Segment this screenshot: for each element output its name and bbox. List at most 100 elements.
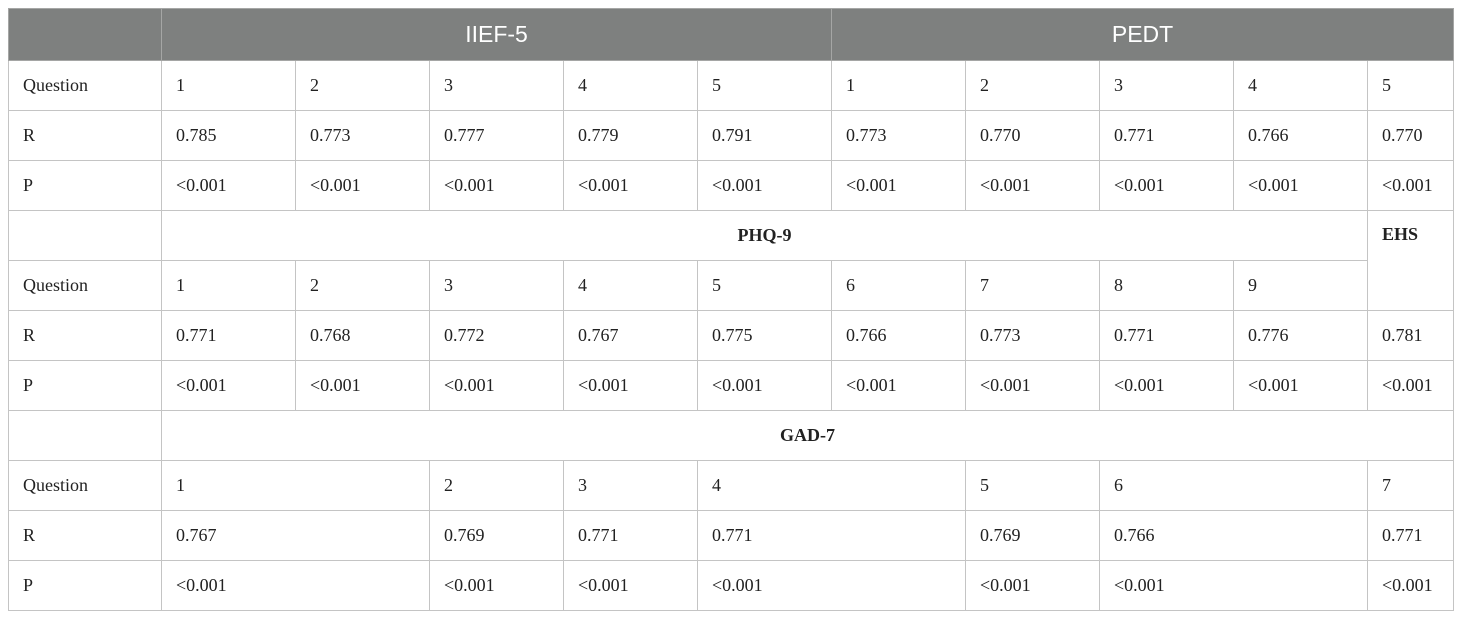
table-row: R 0.771 0.768 0.772 0.767 0.775 0.766 0.… <box>8 310 1455 361</box>
header-pedt: PEDT <box>831 8 1455 61</box>
section-title-phq9: PHQ-9 <box>160 210 1369 261</box>
p-value-cell: <0.001 <box>1099 360 1235 411</box>
row-label-question: Question <box>8 260 162 311</box>
table-header-row: IIEF-5 PEDT <box>8 8 1455 61</box>
r-value-cell: 0.791 <box>696 110 833 161</box>
header-blank-cell <box>8 8 162 61</box>
table-row: Question 1 2 3 4 5 1 2 3 4 5 <box>8 60 1455 111</box>
p-value-cell: <0.001 <box>429 360 564 411</box>
p-value-cell: <0.001 <box>161 160 296 211</box>
question-cell: 4 <box>1233 60 1369 111</box>
r-value-cell: 0.771 <box>1367 510 1455 561</box>
question-cell: 9 <box>1233 260 1369 311</box>
p-value-cell: <0.001 <box>295 160 430 211</box>
table-row: Question 1 2 3 4 5 6 7 8 9 <box>8 260 1454 311</box>
question-cell: 3 <box>429 60 564 111</box>
question-cell: 2 <box>965 60 1101 111</box>
question-cell: 5 <box>1367 60 1455 111</box>
r-value-cell: 0.777 <box>429 110 564 161</box>
question-cell: 2 <box>429 460 564 511</box>
r-value-cell: 0.776 <box>1233 310 1369 361</box>
question-cell: 4 <box>563 60 698 111</box>
question-cell: 6 <box>1099 460 1369 511</box>
r-value-cell: 0.771 <box>1099 110 1235 161</box>
r-value-cell: 0.767 <box>161 510 430 561</box>
p-value-cell: <0.001 <box>161 360 296 411</box>
r-value-cell: 0.767 <box>563 310 698 361</box>
question-cell: 4 <box>696 460 967 511</box>
r-value-cell: 0.771 <box>696 510 967 561</box>
blank-cell <box>8 210 162 261</box>
r-value-cell: 0.771 <box>1099 310 1235 361</box>
r-value-cell: 0.770 <box>1367 110 1455 161</box>
r-value-cell: 0.775 <box>696 310 833 361</box>
question-cell: 1 <box>831 60 967 111</box>
p-value-cell: <0.001 <box>696 160 833 211</box>
table-row: P <0.001 <0.001 <0.001 <0.001 <0.001 <0.… <box>8 560 1455 611</box>
section-title-ehs: EHS <box>1367 210 1455 311</box>
p-value-cell: <0.001 <box>831 160 967 211</box>
question-cell: 8 <box>1099 260 1235 311</box>
header-iief5: IIEF-5 <box>160 8 833 61</box>
table-row: R 0.785 0.773 0.777 0.779 0.791 0.773 0.… <box>8 110 1455 161</box>
p-value-cell: <0.001 <box>295 360 430 411</box>
r-value-cell: 0.770 <box>965 110 1101 161</box>
p-value-cell: <0.001 <box>965 560 1101 611</box>
r-value-cell: 0.771 <box>563 510 698 561</box>
question-cell: 1 <box>161 60 296 111</box>
p-value-cell: <0.001 <box>965 160 1101 211</box>
question-cell: 2 <box>295 60 430 111</box>
r-value-cell: 0.779 <box>563 110 698 161</box>
question-cell: 6 <box>831 260 967 311</box>
p-value-cell: <0.001 <box>696 560 967 611</box>
table-row: Question 1 2 3 4 5 6 7 <box>8 460 1455 511</box>
table-row: GAD-7 <box>8 410 1455 461</box>
question-cell: 7 <box>1367 460 1455 511</box>
p-value-cell: <0.001 <box>965 360 1101 411</box>
r-value-cell: 0.768 <box>295 310 430 361</box>
row-label-r: R <box>8 510 162 561</box>
p-value-cell: <0.001 <box>1099 160 1235 211</box>
question-cell: 3 <box>429 260 564 311</box>
question-cell: 1 <box>161 260 296 311</box>
r-value-cell: 0.773 <box>831 110 967 161</box>
table-row: P <0.001 <0.001 <0.001 <0.001 <0.001 <0.… <box>8 160 1455 211</box>
row-label-p: P <box>8 560 162 611</box>
row-label-r: R <box>8 310 162 361</box>
p-value-cell: <0.001 <box>563 360 698 411</box>
row-label-question: Question <box>8 460 162 511</box>
question-cell: 1 <box>161 460 430 511</box>
table-row: R 0.767 0.769 0.771 0.771 0.769 0.766 0.… <box>8 510 1455 561</box>
p-value-cell: <0.001 <box>1233 160 1369 211</box>
r-value-cell: 0.771 <box>161 310 296 361</box>
question-cell: 3 <box>1099 60 1235 111</box>
question-cell: 3 <box>563 460 698 511</box>
r-value-cell: 0.769 <box>965 510 1101 561</box>
p-value-cell: <0.001 <box>429 160 564 211</box>
p-value-cell: <0.001 <box>1233 360 1369 411</box>
r-value-cell: 0.772 <box>429 310 564 361</box>
p-value-cell: <0.001 <box>831 360 967 411</box>
row-label-r: R <box>8 110 162 161</box>
question-cell: 7 <box>965 260 1101 311</box>
row-label-p: P <box>8 360 162 411</box>
r-value-cell: 0.773 <box>295 110 430 161</box>
question-cell: 5 <box>696 260 833 311</box>
row-label-question: Question <box>8 60 162 111</box>
correlation-table: IIEF-5 PEDT Question 1 2 3 4 5 1 2 3 4 5… <box>8 8 1455 611</box>
p-value-cell: <0.001 <box>429 560 564 611</box>
p-value-cell: <0.001 <box>563 560 698 611</box>
r-value-cell: 0.785 <box>161 110 296 161</box>
question-cell: 5 <box>696 60 833 111</box>
p-value-cell: <0.001 <box>563 160 698 211</box>
p-value-cell: <0.001 <box>1367 560 1455 611</box>
r-value-cell: 0.773 <box>965 310 1101 361</box>
r-value-cell: 0.766 <box>1233 110 1369 161</box>
blank-cell <box>8 410 162 461</box>
p-value-cell: <0.001 <box>161 560 430 611</box>
p-value-cell: <0.001 <box>1367 360 1455 411</box>
r-value-cell: 0.766 <box>1099 510 1369 561</box>
row-label-p: P <box>8 160 162 211</box>
question-cell: 4 <box>563 260 698 311</box>
question-cell: 2 <box>295 260 430 311</box>
